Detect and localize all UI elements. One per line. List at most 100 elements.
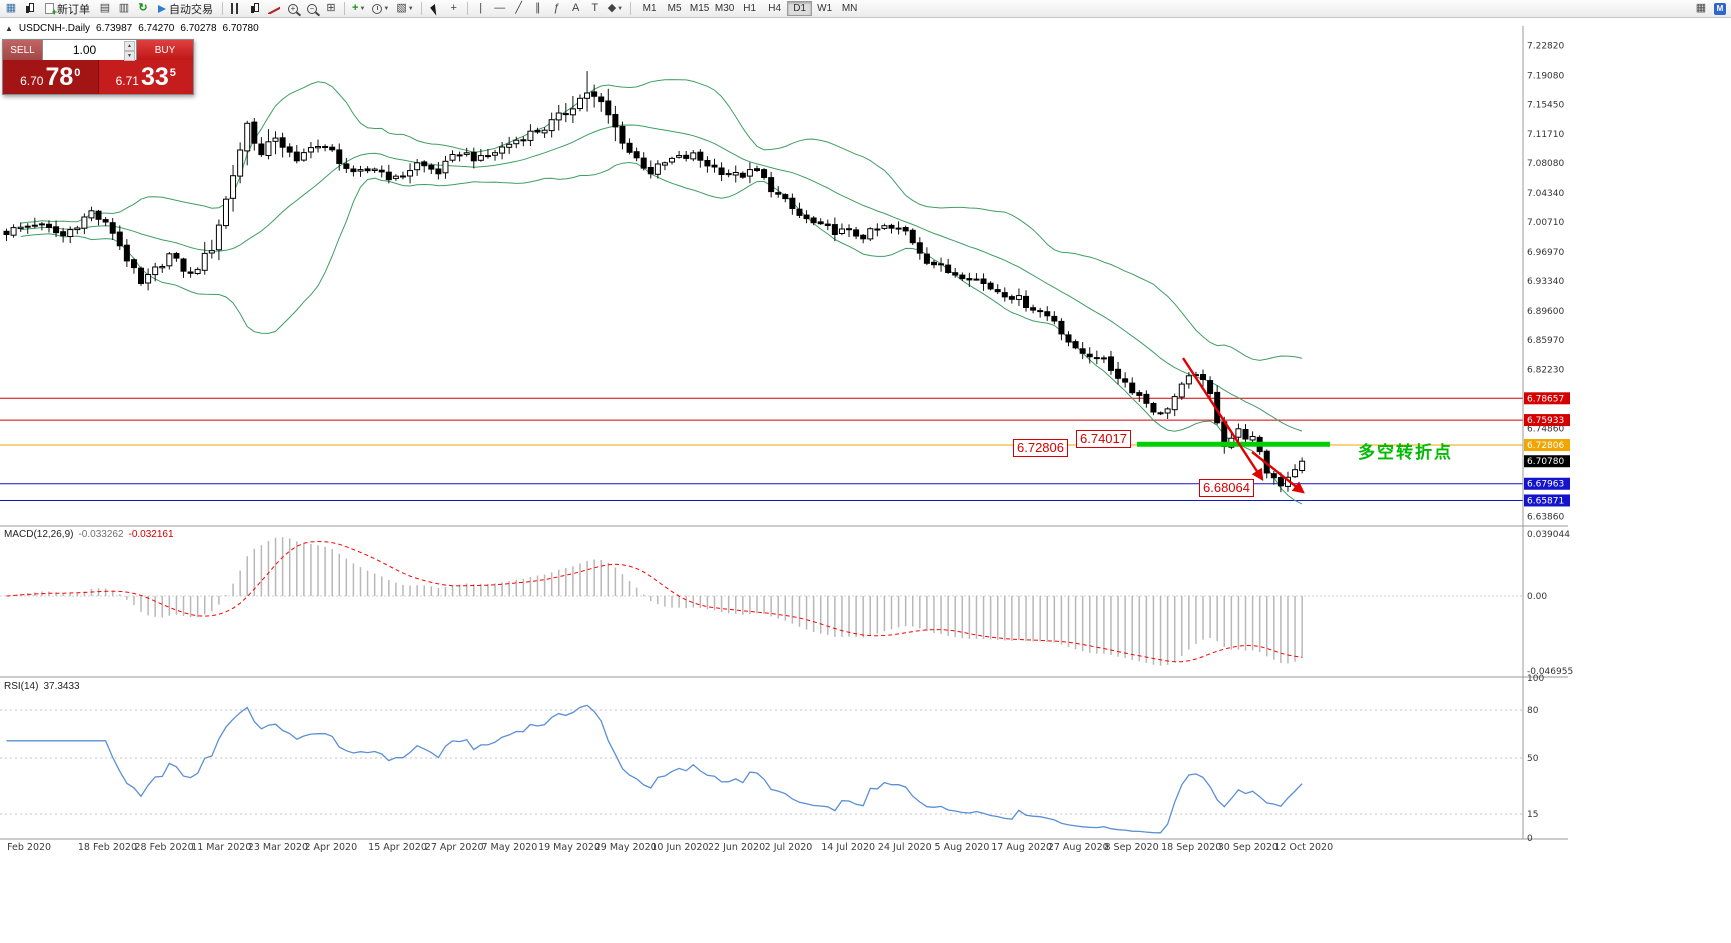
svg-text:24 Jul 2020: 24 Jul 2020 <box>878 842 932 853</box>
timeframe-button-m30[interactable]: M30 <box>712 1 737 16</box>
refresh-button[interactable]: ↻ <box>134 1 152 17</box>
svg-text:7.04340: 7.04340 <box>1527 189 1564 199</box>
svg-text:6.93340: 6.93340 <box>1527 277 1564 287</box>
candles[interactable] <box>3 71 1306 493</box>
timeframes-group: M1 M5 M15 M30 H1 H4 D1 W1 MN <box>637 1 862 16</box>
trendline-tool-button[interactable]: ╱ <box>510 1 528 17</box>
zoom-out-button[interactable]: − <box>303 1 321 17</box>
timeframe-button-h1[interactable]: H1 <box>737 1 762 16</box>
svg-text:15 Apr 2020: 15 Apr 2020 <box>368 842 427 853</box>
svg-text:100: 100 <box>1527 674 1544 684</box>
line-chart-type-button[interactable] <box>265 1 283 17</box>
cursor-icon <box>429 3 441 16</box>
channel-tool-button[interactable]: ∥ <box>529 1 547 17</box>
timeframe-button-m15[interactable]: M15 <box>687 1 712 16</box>
new-order-button[interactable]: 新订单 <box>40 1 95 17</box>
vertical-line-tool-button[interactable]: | <box>472 1 490 17</box>
window-grid-button[interactable]: ▦ <box>1692 1 1710 17</box>
chart-open-value: 6.73987 <box>96 23 133 34</box>
periods-button[interactable]: ▼ <box>369 1 392 17</box>
drawn-objects[interactable] <box>1137 357 1330 494</box>
timeframe-button-m5[interactable]: M5 <box>662 1 687 16</box>
buy-price[interactable]: 6.71 33 5 <box>98 60 193 94</box>
svg-text:0.039044: 0.039044 <box>1527 530 1570 540</box>
candlestick-chart-type-button[interactable] <box>246 1 264 17</box>
app-logo-icon: M <box>1714 2 1726 15</box>
svg-text:Feb 2020: Feb 2020 <box>7 842 51 853</box>
zoom-in-button[interactable]: + <box>284 1 302 17</box>
autotrading-play-icon <box>158 4 166 13</box>
sell-button[interactable]: SELL <box>3 40 43 60</box>
volume-control: ▲▼ <box>43 40 137 61</box>
horizontal-line-tool-button[interactable]: — <box>491 1 509 17</box>
label-tool-button[interactable]: T <box>586 1 604 17</box>
bar-chart-type-button[interactable] <box>227 1 245 17</box>
svg-text:14 Jul 2020: 14 Jul 2020 <box>821 842 875 853</box>
text-tool-button[interactable]: A <box>567 1 585 17</box>
sell-price-base: 6.70 <box>20 74 44 88</box>
macd-name: MACD(12,26,9) <box>4 529 74 540</box>
timeframe-button-mn[interactable]: MN <box>837 1 862 16</box>
terminal-button[interactable]: ▥ <box>115 1 133 17</box>
price-axis[interactable]: 7.22820 7.19080 7.15450 7.11710 7.08080 7.043… <box>1527 41 1564 522</box>
autotrading-button[interactable]: 自动交易 <box>153 1 218 17</box>
svg-text:27 Aug 2020: 27 Aug 2020 <box>1048 842 1109 853</box>
one-click-toggle-icon[interactable]: ▲ <box>5 24 13 33</box>
price-axis-markers: 6.78657 6.75933 6.72806 6.67963 6.65871 6.707… <box>1524 392 1570 507</box>
new-chart-icon <box>25 3 36 14</box>
toolbar-separator <box>466 2 468 15</box>
svg-text:30 Sep 2020: 30 Sep 2020 <box>1218 842 1278 853</box>
cursor-tool-button[interactable] <box>426 1 444 17</box>
svg-text:12 Oct 2020: 12 Oct 2020 <box>1274 842 1333 853</box>
svg-text:6.63860: 6.63860 <box>1527 513 1564 523</box>
templates-button[interactable]: ▧ ▼ <box>393 1 416 17</box>
svg-text:0.00: 0.00 <box>1527 592 1547 602</box>
timeframe-button-d1[interactable]: D1 <box>787 1 813 16</box>
svg-text:2 Apr 2020: 2 Apr 2020 <box>304 842 357 853</box>
svg-text:50: 50 <box>1527 754 1539 764</box>
new-chart-button[interactable] <box>21 1 39 17</box>
svg-text:27 Apr 2020: 27 Apr 2020 <box>425 842 484 853</box>
timeframe-button-m1[interactable]: M1 <box>637 1 662 16</box>
sell-price[interactable]: 6.70 78 0 <box>3 60 99 94</box>
charts-window-button[interactable]: ▦ <box>2 1 20 17</box>
svg-text:6.67963: 6.67963 <box>1527 480 1564 490</box>
volume-up-icon[interactable]: ▲ <box>124 41 135 51</box>
chart-close-value: 6.70780 <box>222 23 259 34</box>
market-watch-button[interactable]: ▤ <box>96 1 114 17</box>
svg-text:6.72806: 6.72806 <box>1527 441 1564 451</box>
svg-text:10 Jun 2020: 10 Jun 2020 <box>651 842 708 853</box>
refresh-icon: ↻ <box>138 2 148 14</box>
volume-input[interactable] <box>43 40 136 60</box>
svg-text:18 Sep 2020: 18 Sep 2020 <box>1161 842 1221 853</box>
new-order-label: 新订单 <box>57 3 90 16</box>
timeframe-button-w1[interactable]: W1 <box>812 1 837 16</box>
sell-price-big: 78 <box>45 63 74 91</box>
trade-panel-header-row: SELL ▲▼ BUY <box>3 40 193 61</box>
chart-window-icon: ▦ <box>5 2 17 14</box>
indicators-icon: + <box>352 2 359 14</box>
buy-price-sup: 5 <box>169 67 176 79</box>
timeframe-button-h4[interactable]: H4 <box>762 1 787 16</box>
volume-down-icon[interactable]: ▼ <box>124 51 135 61</box>
terminal-icon: ▥ <box>118 2 130 14</box>
macd-signal-value: -0.032161 <box>128 529 174 540</box>
clock-icon <box>372 3 383 14</box>
toolbar-separator <box>420 2 422 15</box>
crosshair-tool-button[interactable]: + <box>445 1 463 17</box>
svg-text:28 Feb 2020: 28 Feb 2020 <box>135 842 194 853</box>
svg-text:7 May 2020: 7 May 2020 <box>481 842 537 853</box>
fibonacci-icon: ƒ <box>553 2 560 14</box>
tile-windows-button[interactable]: ⊞ <box>322 1 340 17</box>
indicators-button[interactable]: + ▼ <box>349 1 368 17</box>
buy-button[interactable]: BUY <box>137 40 193 60</box>
svg-text:7.22820: 7.22820 <box>1527 41 1564 51</box>
volume-spinner[interactable]: ▲ ▼ <box>124 41 135 61</box>
svg-text:7.00710: 7.00710 <box>1527 218 1564 228</box>
shapes-tool-button[interactable]: ◆ ▼ <box>605 1 626 17</box>
fibonacci-tool-button[interactable]: ƒ <box>548 1 566 17</box>
svg-text:6.96970: 6.96970 <box>1527 248 1564 258</box>
chart-high-value: 6.74270 <box>138 23 175 34</box>
